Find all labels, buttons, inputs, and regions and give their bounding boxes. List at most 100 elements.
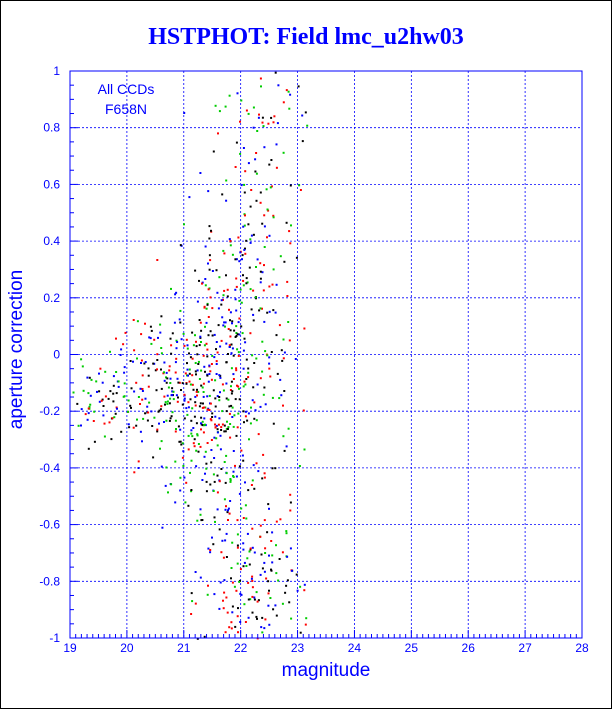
data-point [218,399,221,402]
data-point [199,172,202,174]
data-point [207,547,210,550]
data-point [166,377,169,380]
data-point [197,360,200,363]
data-point [262,125,265,128]
data-point [216,444,219,447]
data-point [261,477,264,480]
data-point [204,278,207,280]
x-tick-label: 23 [291,641,305,655]
data-point [263,214,266,217]
data-point [163,395,166,398]
data-point [275,572,278,575]
data-point [231,347,234,350]
data-point [109,350,111,353]
data-point [244,504,247,507]
data-point [206,593,209,596]
data-point [191,331,194,334]
data-point [259,307,262,310]
data-point [227,353,229,355]
data-point [152,456,155,459]
data-point [213,436,216,439]
data-point [210,461,213,464]
data-point [216,474,219,477]
data-point [244,383,247,386]
data-point [231,322,233,325]
data-point [252,313,255,316]
data-point [285,445,288,448]
data-point [261,271,264,274]
data-point [144,397,147,400]
data-point [219,434,222,437]
data-point [146,419,149,422]
data-point [257,470,260,473]
data-point [217,324,220,327]
data-point [305,617,308,620]
data-point [283,351,286,354]
data-point [218,417,221,420]
data-point [203,344,206,347]
data-point [235,277,238,280]
data-point [108,421,111,424]
data-point [261,121,264,124]
data-point [251,546,254,549]
x-tick-label: 24 [348,641,362,655]
data-point [90,378,93,381]
data-point [196,433,199,436]
data-point [213,457,216,459]
data-point [243,603,246,606]
data-point [199,508,202,511]
data-point [228,346,231,348]
data-point [165,381,168,384]
data-point [230,352,233,355]
data-point [141,440,143,443]
data-point [194,362,197,364]
data-point [222,298,224,301]
data-point [117,385,120,388]
data-point [268,367,271,370]
data-point [277,84,280,87]
data-point [239,152,242,155]
data-point [289,493,292,496]
data-point [215,437,218,440]
data-point [240,593,243,596]
data-point [169,377,172,380]
data-point [217,423,220,426]
data-point [132,426,135,429]
data-point [256,617,258,620]
data-point [166,402,169,405]
data-point [254,296,257,299]
data-point [207,190,210,193]
data-point [80,358,83,361]
data-point [264,552,267,554]
data-point [236,544,239,547]
data-point [195,340,197,343]
y-tick-label: -0.2 [39,404,60,418]
data-point [220,299,223,302]
data-point [174,460,177,463]
data-point [215,360,218,363]
data-point [200,416,203,419]
data-point [113,416,116,419]
data-point [139,403,141,405]
data-point [221,410,224,413]
data-point [185,382,188,385]
data-point [127,410,129,413]
data-point [229,311,232,314]
data-point [270,351,273,353]
data-point [243,213,246,216]
data-point [268,554,270,557]
data-point [243,224,246,227]
data-point [223,424,226,427]
data-point [190,490,193,493]
data-point [235,335,238,337]
data-point [209,549,212,551]
data-point [218,607,221,610]
data-point [233,329,236,332]
data-point [205,467,208,470]
data-point [202,395,205,398]
data-point [275,614,278,617]
data-point [213,480,216,483]
data-point [263,246,266,248]
data-point [247,489,250,492]
data-point [200,422,202,425]
